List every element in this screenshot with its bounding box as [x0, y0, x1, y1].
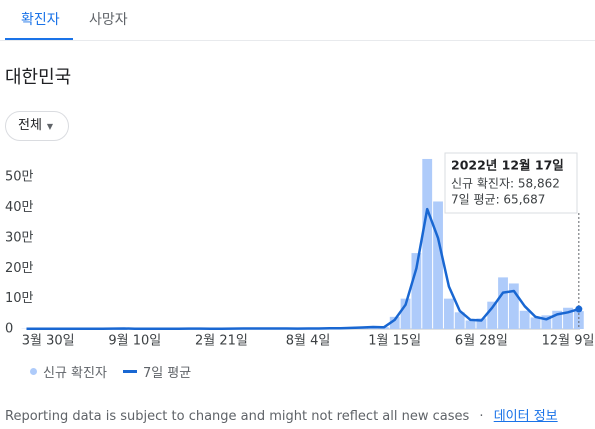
y-tick-label: 40만 — [5, 200, 34, 215]
tooltip-line: 7일 평균: 65,687 — [451, 193, 545, 207]
bar — [519, 310, 530, 329]
tab-active[interactable]: 확진자 — [21, 12, 60, 28]
legend-swatch — [30, 368, 37, 375]
tab-indicator — [5, 38, 73, 41]
y-tick-label: 10만 — [5, 291, 34, 306]
legend-label: 신규 확진자 — [43, 366, 107, 381]
tooltip-line: 신규 확진자: 58,862 — [451, 177, 560, 191]
x-tick-label: 1월 15일 — [368, 334, 421, 349]
bar — [422, 158, 433, 329]
bar — [454, 312, 465, 329]
x-tick-label: 3월 30일 — [22, 334, 75, 349]
legend-item[interactable]: 신규 확진자 — [30, 362, 107, 381]
tab[interactable]: 사망자 — [89, 12, 128, 28]
y-tick-label: 20만 — [5, 261, 34, 276]
x-tick-label: 2월 21일 — [195, 334, 248, 349]
hover-point — [575, 305, 583, 313]
filter-label: 전체 — [18, 118, 42, 133]
bar — [487, 301, 498, 329]
bar — [389, 316, 400, 329]
bar — [443, 298, 454, 329]
bar — [465, 320, 476, 329]
bar — [476, 318, 487, 329]
bar — [433, 201, 443, 329]
line — [26, 207, 580, 331]
bar — [552, 310, 563, 329]
x-tick-label: 8월 4일 — [286, 334, 331, 349]
bar — [508, 283, 519, 329]
footer: Reporting data is subject to change and … — [5, 405, 558, 424]
filter-dropdown[interactable]: 전체 ▼ — [5, 111, 69, 141]
bar — [541, 315, 552, 329]
bar — [563, 307, 573, 329]
legend: 신규 확진자 7일 평균 — [30, 362, 191, 381]
bar — [400, 298, 411, 329]
y-tick-label: 0 — [5, 322, 13, 337]
footer-note: Reporting data is subject to change and … — [5, 409, 470, 424]
legend-item[interactable]: 7일 평균 — [122, 362, 192, 381]
bar — [573, 311, 584, 329]
y-tick-label: 30만 — [5, 230, 34, 245]
x-tick-label: 6월 28일 — [455, 334, 508, 349]
legend-swatch — [122, 370, 137, 373]
x-tick-label: 12월 9일 — [542, 334, 595, 349]
separator: · — [479, 409, 484, 424]
y-tick-label: 50만 — [5, 170, 34, 185]
region-title: 대한민국 — [5, 67, 72, 88]
tooltip-title: 2022년 12월 17일 — [451, 158, 564, 173]
tooltip-box — [444, 152, 578, 214]
caret: ▼ — [46, 122, 54, 131]
x-tick-label: 9월 10일 — [108, 334, 161, 349]
bar — [411, 253, 422, 329]
legend-label: 7일 평균 — [142, 366, 192, 381]
data-info-link[interactable]: 데이터 정보 — [493, 409, 558, 424]
bar — [530, 317, 541, 329]
bar — [498, 277, 508, 329]
divider — [0, 40, 595, 41]
